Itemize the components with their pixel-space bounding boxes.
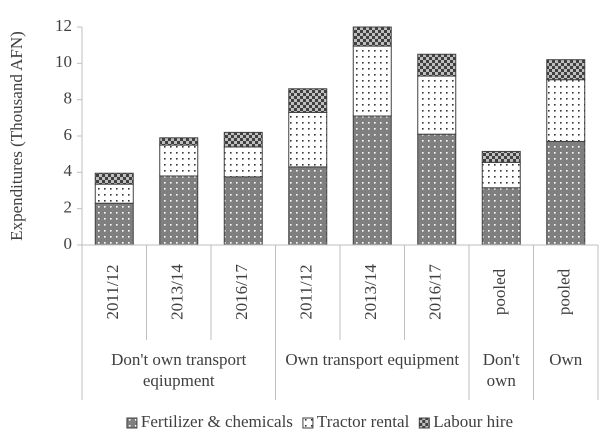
bar-segment xyxy=(481,161,521,189)
bar-segment xyxy=(417,53,457,77)
legend-swatch xyxy=(126,417,138,429)
y-axis-label: Expenditures (Thousand AFN) xyxy=(7,31,26,241)
y-tick-label: 10 xyxy=(55,52,72,71)
bar-segment xyxy=(94,172,134,185)
bar-segment xyxy=(481,187,521,246)
bar-segment xyxy=(417,75,457,135)
y-tick-label: 0 xyxy=(64,234,73,253)
group-label: Don't own xyxy=(482,350,520,390)
bar-segment xyxy=(288,88,328,113)
bar-segment xyxy=(159,137,199,146)
legend-label: Labour hire xyxy=(433,412,513,431)
legend-swatch xyxy=(418,417,430,429)
legend-swatch xyxy=(302,417,314,429)
bar-segment xyxy=(546,140,586,246)
group-label: Own xyxy=(549,350,583,369)
bar-segment xyxy=(546,59,586,81)
x-tick-label: 2011/12 xyxy=(103,264,122,319)
bar-segment xyxy=(223,146,263,178)
x-tick-label: pooled xyxy=(555,268,574,315)
bar-segment xyxy=(417,133,457,246)
bar-segment xyxy=(94,202,134,246)
bar-segment xyxy=(352,26,392,47)
bar-segment xyxy=(223,176,263,246)
x-tick-label: 2013/14 xyxy=(361,264,380,320)
bar-segment xyxy=(159,175,199,246)
bar-segment xyxy=(352,45,392,117)
bar-segment xyxy=(159,144,199,177)
bar-segment xyxy=(481,150,521,163)
bar-segment xyxy=(352,115,392,246)
x-tick-label: 2011/12 xyxy=(297,264,316,319)
bar-segment xyxy=(223,131,263,148)
x-tick-label: 2013/14 xyxy=(168,264,187,320)
x-tick-label: pooled xyxy=(490,268,509,315)
legend-item: Fertilizer & chemicals xyxy=(126,412,293,431)
legend-item: Labour hire xyxy=(418,412,513,431)
group-label: Don't own transport eqiupment xyxy=(111,350,247,390)
y-tick-label: 2 xyxy=(64,198,73,217)
x-tick-label: 2016/17 xyxy=(232,264,251,320)
x-tick-label: 2016/17 xyxy=(426,264,445,320)
legend-item: Tractor rental xyxy=(302,412,410,431)
group-label: Own transport equipment xyxy=(285,350,460,369)
legend-label: Fertilizer & chemicals xyxy=(141,412,293,431)
legend-label: Tractor rental xyxy=(317,412,410,431)
y-tick-label: 4 xyxy=(64,161,73,180)
y-tick-label: 12 xyxy=(55,16,72,35)
bar-segment xyxy=(288,111,328,168)
bar-segment xyxy=(546,79,586,142)
y-tick-label: 8 xyxy=(64,89,73,108)
y-tick-label: 6 xyxy=(64,125,73,144)
bar-segment xyxy=(288,166,328,246)
bar-segment xyxy=(94,183,134,204)
